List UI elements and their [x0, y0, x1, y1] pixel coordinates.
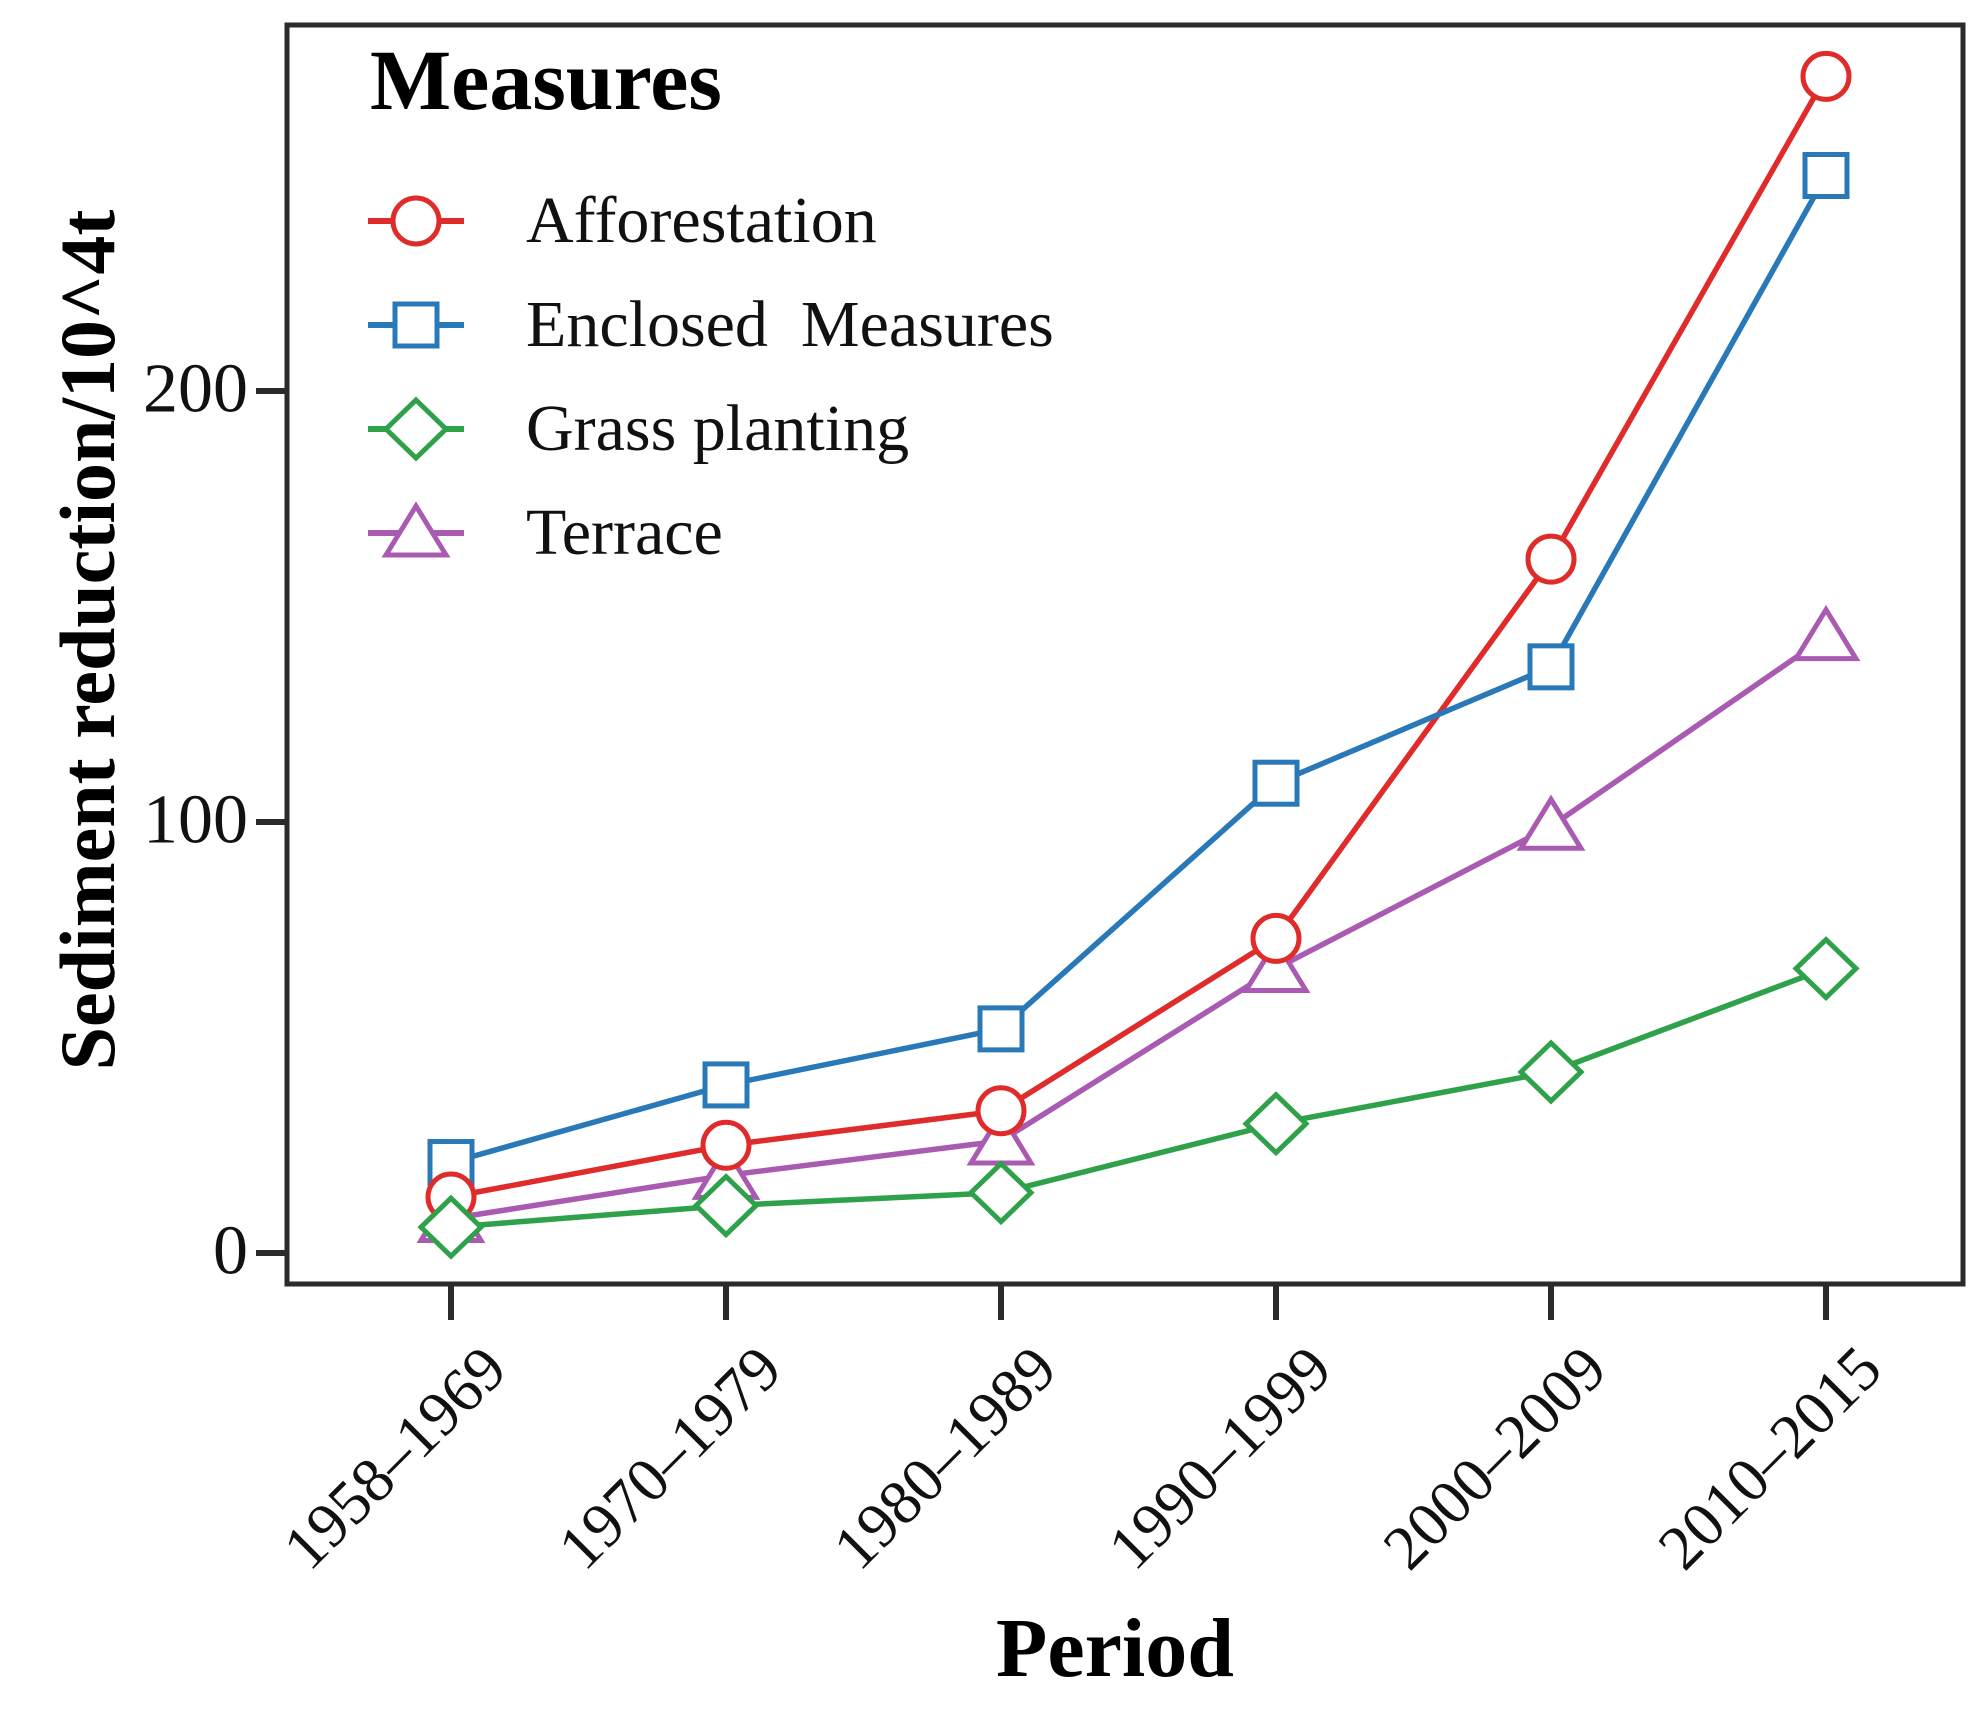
circle-icon	[390, 195, 442, 247]
series-line-terrace	[450, 634, 1828, 1222]
square-icon	[392, 301, 440, 349]
triangle-marker-terrace	[1241, 936, 1311, 994]
triangle-marker-icon	[368, 501, 464, 558]
legend-item-grass-planting: Grass planting	[368, 392, 1054, 465]
circle-marker-afforestation	[1250, 912, 1302, 964]
circle-marker-afforestation	[1525, 533, 1577, 585]
y-tick-label: 200	[143, 350, 248, 428]
circle-marker-afforestation	[1800, 50, 1852, 102]
legend-label: Grass planting	[526, 392, 910, 465]
legend-label: Afforestation	[526, 184, 877, 257]
diamond-marker-grass-planting	[967, 1160, 1035, 1226]
legend-label: Terrace	[526, 496, 723, 569]
diamond-marker-grass-planting	[417, 1194, 485, 1260]
triangle-icon	[381, 501, 451, 558]
diamond-marker-grass-planting	[1242, 1091, 1310, 1157]
y-axis-title: Sediment reduction/10^4t	[44, 209, 131, 1071]
x-axis-title: Period	[996, 1602, 1234, 1695]
y-tick-label: 0	[213, 1212, 248, 1290]
square-marker-enclosed-measures	[1527, 643, 1575, 691]
triangle-marker-terrace	[1791, 604, 1861, 662]
diamond-marker-grass-planting	[1792, 936, 1860, 1002]
circle-marker-afforestation	[975, 1085, 1027, 1137]
circle-marker-afforestation	[700, 1119, 752, 1171]
square-marker-enclosed-measures	[977, 1005, 1025, 1053]
diamond-icon	[382, 396, 450, 462]
circle-marker-icon	[368, 195, 464, 247]
diamond-marker-grass-planting	[1517, 1039, 1585, 1105]
series-line-grass-planting	[450, 965, 1827, 1230]
legend-label: Enclosed Measures	[526, 288, 1054, 361]
legend-item-enclosed-measures: Enclosed Measures	[368, 288, 1054, 361]
triangle-marker-terrace	[1516, 794, 1586, 851]
diamond-marker-icon	[368, 396, 464, 462]
series-line-afforestation	[450, 75, 1829, 1200]
legend-title: Measures	[370, 32, 722, 128]
square-marker-enclosed-measures	[702, 1061, 750, 1109]
series-line-enclosed-measures	[450, 174, 1829, 1166]
legend-item-terrace: Terrace	[368, 496, 1054, 569]
legend-item-afforestation: Afforestation	[368, 184, 1054, 257]
y-tick-label: 100	[143, 781, 248, 859]
plot-border	[284, 22, 1966, 1287]
square-marker-icon	[368, 301, 464, 349]
diamond-marker-grass-planting	[692, 1173, 760, 1239]
square-marker-enclosed-measures	[1252, 759, 1300, 807]
square-marker-enclosed-measures	[1802, 152, 1850, 199]
legend: Measures Afforestation Enclosed Measures…	[368, 30, 1054, 569]
